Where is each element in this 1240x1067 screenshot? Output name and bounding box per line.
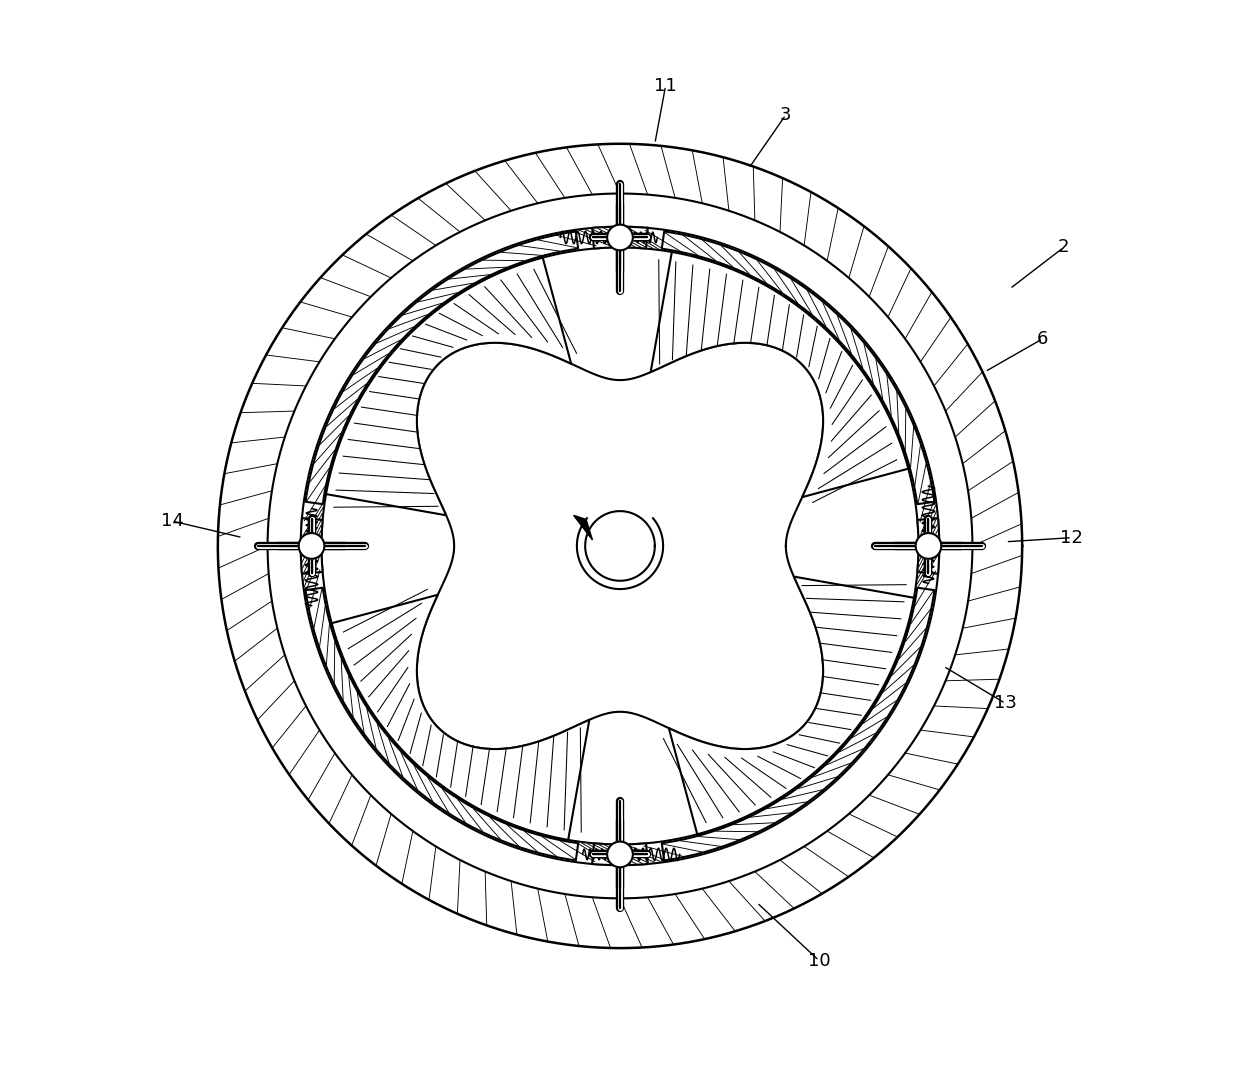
Polygon shape — [218, 144, 1022, 949]
Polygon shape — [651, 252, 909, 497]
Polygon shape — [918, 519, 939, 574]
Polygon shape — [305, 588, 578, 860]
Polygon shape — [331, 594, 589, 840]
Polygon shape — [301, 519, 322, 574]
Circle shape — [608, 225, 632, 251]
Polygon shape — [321, 248, 919, 844]
Text: 10: 10 — [807, 952, 831, 970]
Polygon shape — [305, 232, 578, 505]
Polygon shape — [326, 257, 572, 515]
Text: 3: 3 — [780, 106, 791, 124]
Polygon shape — [593, 843, 647, 865]
Text: 12: 12 — [1060, 528, 1084, 546]
Circle shape — [915, 534, 941, 559]
Text: 14: 14 — [161, 512, 184, 530]
Polygon shape — [593, 226, 647, 249]
Text: 13: 13 — [994, 695, 1017, 713]
Text: 11: 11 — [655, 77, 677, 95]
Text: 6: 6 — [1037, 330, 1049, 348]
Text: 2: 2 — [1058, 238, 1069, 256]
Polygon shape — [668, 576, 914, 834]
Polygon shape — [662, 232, 935, 505]
Polygon shape — [662, 588, 935, 860]
Polygon shape — [574, 515, 593, 540]
Polygon shape — [417, 343, 823, 749]
Circle shape — [608, 842, 632, 867]
Circle shape — [299, 534, 325, 559]
